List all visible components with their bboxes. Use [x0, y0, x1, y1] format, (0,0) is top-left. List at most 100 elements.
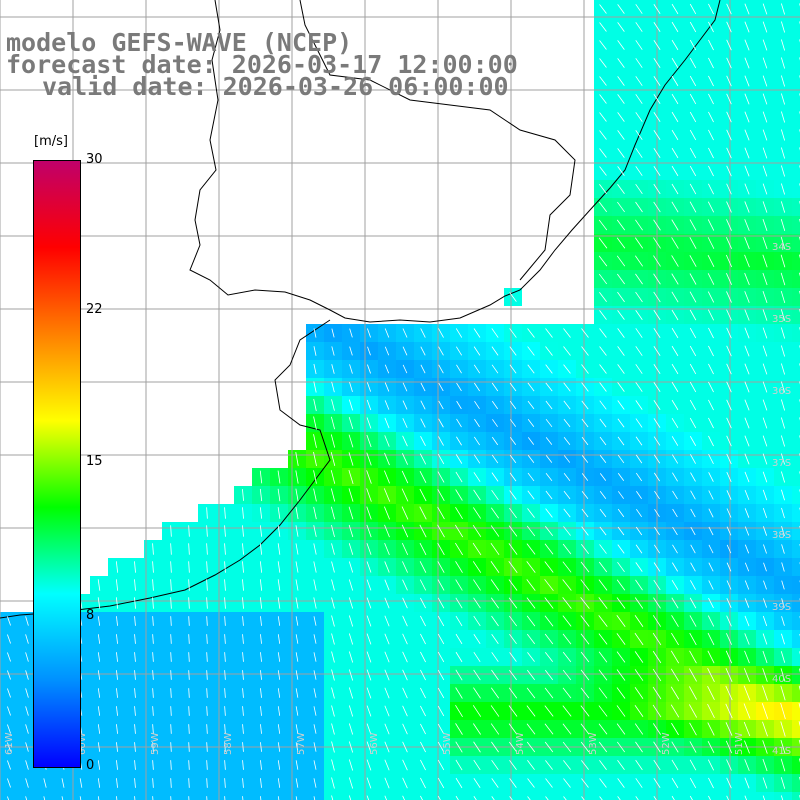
wind-arrow [707, 615, 715, 627]
wind-arrow [438, 364, 444, 374]
wind-arrow [491, 346, 499, 356]
wind-arrow [402, 364, 408, 374]
wind-arrow [438, 346, 444, 356]
wind-arrow [473, 723, 481, 735]
wind-arrow [152, 688, 154, 698]
wind-speed-cell [792, 288, 800, 306]
wind-arrow [402, 400, 408, 410]
wind-arrow [259, 488, 263, 502]
wind-arrow [707, 650, 715, 664]
wind-arrow [260, 742, 262, 752]
wind-arrow [170, 597, 172, 609]
wind-arrow [653, 112, 661, 122]
wind-arrow [206, 778, 208, 788]
wind-arrow [472, 507, 482, 519]
wind-arrow [420, 651, 426, 663]
wind-arrow [598, 237, 608, 249]
wind-arrow [598, 201, 608, 213]
wind-arrow [744, 615, 750, 627]
wind-arrow [545, 364, 553, 374]
wind-arrow [562, 705, 572, 717]
wind-arrow [689, 795, 693, 800]
wind-arrow [634, 723, 644, 735]
wind-arrow [97, 688, 101, 698]
wind-arrow [455, 633, 463, 645]
wind-arrow [672, 562, 678, 572]
wind-speed-cell [792, 36, 800, 54]
wind-arrow [563, 418, 571, 428]
wind-arrow [653, 148, 661, 158]
wind-arrow [115, 579, 119, 591]
wind-arrow [420, 687, 426, 699]
wind-arrow [671, 183, 679, 195]
wind-arrow [170, 525, 172, 537]
wind-arrow [437, 597, 445, 609]
wind-arrow [599, 454, 607, 464]
model-title: modelo GEFS-WAVE (NCEP) [6, 28, 353, 57]
wind-arrow [438, 382, 444, 392]
wind-arrow [527, 508, 535, 518]
wind-arrow [170, 579, 172, 591]
wind-arrow [726, 3, 732, 15]
wind-arrow [419, 488, 427, 502]
wind-arrow [634, 651, 644, 663]
wind-arrow [762, 489, 768, 501]
wind-arrow [635, 741, 643, 753]
wind-arrow [331, 364, 335, 374]
wind-arrow [743, 703, 751, 719]
wind-arrow [260, 796, 262, 800]
wind-arrow [313, 506, 317, 520]
wind-arrow [726, 57, 732, 69]
wind-arrow [366, 434, 372, 448]
wind-arrow [277, 616, 281, 626]
wind-arrow [152, 778, 154, 788]
wind-arrow [384, 543, 390, 555]
wind-arrow [420, 400, 426, 410]
wind-speed-cell [720, 792, 738, 800]
wind-arrow [224, 616, 226, 626]
wind-arrow [690, 544, 696, 554]
wind-arrow [366, 417, 372, 429]
wind-arrow [331, 633, 335, 645]
wind-arrow [544, 579, 554, 591]
wind-arrow [419, 453, 427, 465]
wind-arrow [653, 22, 661, 32]
wind-arrow [689, 668, 697, 682]
wind-arrow [617, 508, 625, 518]
wind-speed-cell [288, 792, 306, 800]
wind-speed-cell [792, 792, 800, 800]
wind-arrow [242, 652, 244, 662]
wind-arrow [671, 201, 679, 213]
wind-arrow [689, 381, 697, 393]
wind-arrow [581, 543, 589, 555]
wind-arrow [708, 111, 714, 123]
wind-arrow [402, 741, 408, 753]
wind-arrow [170, 724, 172, 734]
wind-arrow [474, 382, 480, 392]
wind-arrow [295, 470, 299, 484]
grid-labels: 61W 60W 59W 58W 57W 56W 55W 54W 53W 52W 51W 34S 35S 3… [4, 242, 791, 757]
wind-arrow [7, 796, 10, 800]
wind-arrow [544, 687, 554, 699]
wind-arrow [313, 724, 317, 734]
wind-arrow [491, 489, 499, 501]
wind-speed-cell [792, 126, 800, 144]
wind-arrow [562, 561, 572, 573]
wind-arrow [277, 742, 281, 752]
wind-arrow [744, 21, 750, 33]
wind-speed-cell [594, 792, 612, 800]
wind-arrow [689, 57, 697, 69]
wind-arrow [725, 254, 733, 268]
wind-arrow [708, 795, 711, 800]
wind-arrow [780, 327, 786, 339]
wind-arrow [437, 453, 445, 465]
wind-arrow [188, 525, 190, 537]
wind-arrow [384, 364, 390, 374]
wind-arrow [455, 579, 463, 591]
wind-arrow [690, 490, 696, 500]
wind-arrow [635, 778, 643, 788]
wind-arrow [295, 670, 299, 680]
wind-arrow [224, 778, 226, 788]
wind-arrow [491, 436, 499, 446]
wind-arrow [349, 346, 353, 356]
